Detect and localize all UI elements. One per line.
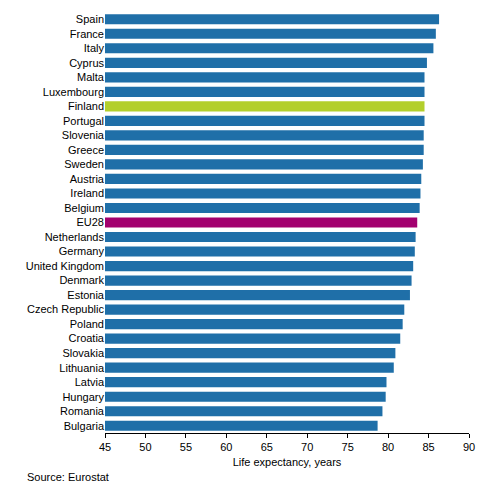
svg-text:75: 75	[342, 441, 354, 453]
svg-text:Romania: Romania	[60, 405, 105, 417]
svg-text:Latvia: Latvia	[75, 376, 105, 388]
svg-text:France: France	[70, 28, 104, 40]
svg-text:Netherlands: Netherlands	[45, 231, 105, 243]
svg-text:70: 70	[301, 441, 313, 453]
svg-text:Hungary: Hungary	[62, 391, 104, 403]
svg-text:United Kingdom: United Kingdom	[26, 260, 104, 272]
svg-text:Luxembourg: Luxembourg	[43, 86, 104, 98]
svg-text:85: 85	[422, 441, 434, 453]
svg-text:Life expectancy, years: Life expectancy, years	[233, 456, 342, 468]
svg-text:80: 80	[382, 441, 394, 453]
svg-text:Source: Eurostat: Source: Eurostat	[27, 471, 109, 483]
svg-text:Croatia: Croatia	[69, 332, 105, 344]
svg-text:Belgium: Belgium	[64, 202, 104, 214]
svg-text:50: 50	[139, 441, 151, 453]
svg-text:Austria: Austria	[70, 173, 105, 185]
svg-text:EU28: EU28	[76, 216, 104, 228]
svg-text:Sweden: Sweden	[64, 158, 104, 170]
svg-text:55: 55	[180, 441, 192, 453]
svg-text:90: 90	[463, 441, 475, 453]
svg-text:45: 45	[99, 441, 111, 453]
svg-text:Denmark: Denmark	[59, 274, 104, 286]
svg-text:Bulgaria: Bulgaria	[64, 420, 105, 432]
svg-text:Poland: Poland	[70, 318, 104, 330]
svg-text:Spain: Spain	[76, 13, 104, 25]
svg-text:Greece: Greece	[68, 144, 104, 156]
svg-text:Czech Republic: Czech Republic	[27, 303, 105, 315]
svg-text:Ireland: Ireland	[70, 187, 104, 199]
svg-text:Lithuania: Lithuania	[59, 362, 105, 374]
svg-text:60: 60	[220, 441, 232, 453]
svg-text:Germany: Germany	[59, 245, 105, 257]
svg-text:65: 65	[261, 441, 273, 453]
svg-text:Portugal: Portugal	[63, 115, 104, 127]
svg-text:Estonia: Estonia	[67, 289, 105, 301]
svg-text:Malta: Malta	[77, 71, 105, 83]
svg-text:Cyprus: Cyprus	[69, 57, 104, 69]
svg-text:Slovakia: Slovakia	[62, 347, 104, 359]
svg-text:Slovenia: Slovenia	[62, 129, 105, 141]
svg-text:Italy: Italy	[84, 42, 105, 54]
svg-text:Finland: Finland	[68, 100, 104, 112]
